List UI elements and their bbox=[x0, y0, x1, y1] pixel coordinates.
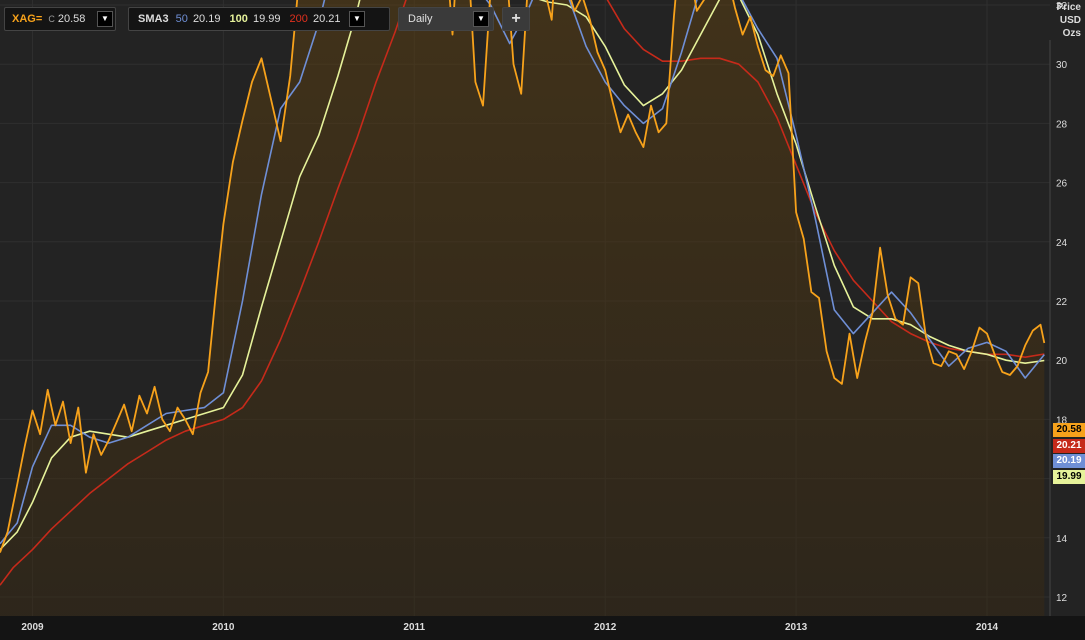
close-prefix: C bbox=[48, 14, 55, 24]
y-tick-label: 14 bbox=[1056, 534, 1068, 545]
price-line bbox=[0, 0, 1046, 553]
add-study-button[interactable]: + bbox=[502, 7, 530, 31]
period-selector[interactable]: Daily ▼ bbox=[398, 7, 494, 31]
study-selector[interactable]: SMA3 50 20.19 100 19.99 200 20.21 ▼ bbox=[128, 7, 390, 31]
y-tick-label: 22 bbox=[1056, 297, 1068, 308]
symbol-dropdown-icon[interactable]: ▼ bbox=[97, 11, 113, 27]
y-tick-label: 20 bbox=[1056, 356, 1068, 367]
sma200-line bbox=[0, 0, 1045, 586]
last-price-tag: 20.58 bbox=[1053, 423, 1085, 437]
y-tick-label: 32 bbox=[1056, 1, 1068, 12]
sma50-period: 50 bbox=[175, 13, 188, 25]
axis-unit-currency: USD bbox=[1059, 15, 1081, 26]
x-tick-label: 2009 bbox=[21, 622, 44, 633]
study-name: SMA3 bbox=[138, 13, 169, 25]
y-tick-label: 12 bbox=[1056, 593, 1068, 604]
x-tick-label: 2012 bbox=[594, 622, 617, 633]
y-tick-label: 28 bbox=[1056, 119, 1068, 130]
sma100-line bbox=[0, 0, 1045, 551]
close-value: 20.58 bbox=[57, 13, 86, 25]
sma100-value: 19.99 bbox=[252, 13, 281, 25]
x-tick-label: 2010 bbox=[212, 622, 235, 633]
y-tick-label: 18 bbox=[1056, 415, 1068, 426]
sma50-line bbox=[0, 0, 1045, 545]
plus-icon: + bbox=[511, 10, 521, 27]
series-layer bbox=[0, 0, 1046, 616]
y-tick-label: 26 bbox=[1056, 179, 1068, 190]
symbol-name: XAG= bbox=[12, 13, 43, 25]
symbol-selector[interactable]: XAG= C 20.58 ▼ bbox=[4, 7, 116, 31]
sma50-value: 20.19 bbox=[192, 13, 221, 25]
period-label: Daily bbox=[408, 13, 433, 25]
x-tick-label: 2011 bbox=[403, 622, 425, 633]
period-dropdown-icon[interactable]: ▼ bbox=[473, 11, 489, 27]
study-dropdown-icon[interactable]: ▼ bbox=[349, 11, 365, 27]
y-axis: 12141618202224262830323436384042444648 bbox=[1049, 1, 1068, 616]
axis-unit-price: Price bbox=[1056, 2, 1081, 13]
x-tick-label: 2014 bbox=[976, 622, 999, 633]
sma200-period: 200 bbox=[289, 13, 308, 25]
axis-unit-ounces: Ozs bbox=[1062, 28, 1081, 39]
x-axis: 2009 2010 2011 2012 2013 2014 bbox=[21, 622, 998, 633]
y-tick-label: 30 bbox=[1056, 60, 1068, 71]
sma100-period: 100 bbox=[229, 13, 248, 25]
price-area-fill bbox=[0, 0, 1045, 616]
x-tick-label: 2013 bbox=[785, 622, 808, 633]
sma50-price-tag: 20.19 bbox=[1053, 454, 1085, 468]
sma100-price-tag: 19.99 bbox=[1053, 469, 1085, 484]
sma200-value: 20.21 bbox=[312, 13, 341, 25]
y-tick-label: 24 bbox=[1056, 238, 1068, 249]
sma200-price-tag: 20.21 bbox=[1053, 438, 1085, 453]
